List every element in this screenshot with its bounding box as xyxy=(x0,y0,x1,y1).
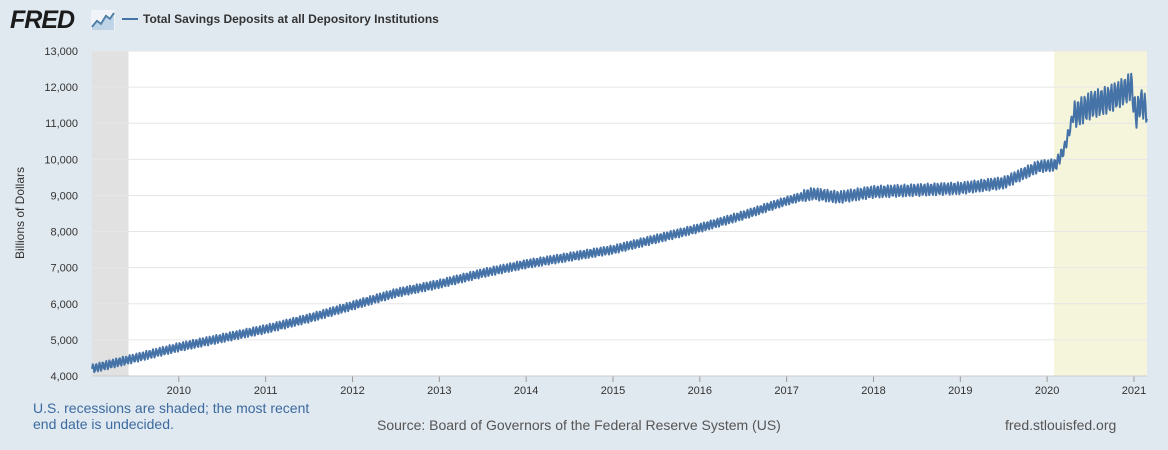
line-chart: 4,000 5,000 6,000 7,000 8,000 9,000 10,000 11,0… xyxy=(13,46,1148,397)
y-tick-label: 6,000 xyxy=(50,299,78,311)
recession-note: U.S. recessions are shaded; the most rec… xyxy=(33,400,310,432)
y-tick-label: 5,000 xyxy=(50,335,78,347)
plot-background xyxy=(92,51,1147,376)
line-chart-icon xyxy=(91,10,115,30)
fred-logo[interactable]: FRED xyxy=(10,6,75,34)
x-tick-label: 2017 xyxy=(774,385,798,397)
source-text: Source: Board of Governors of the Federa… xyxy=(377,417,781,433)
x-tick-label: 2015 xyxy=(601,385,625,397)
legend-swatch xyxy=(122,18,138,20)
y-tick-label: 10,000 xyxy=(44,154,78,166)
y-axis-label: Billions of Dollars xyxy=(13,167,27,259)
x-tick-label: 2016 xyxy=(688,385,712,397)
y-tick-label: 7,000 xyxy=(50,263,78,275)
chart-legend: Total Savings Deposits at all Depository… xyxy=(122,12,439,26)
series-line xyxy=(91,72,1148,374)
y-tick-label: 12,000 xyxy=(44,82,78,94)
x-tick-label: 2018 xyxy=(861,385,885,397)
x-tick-label: 2019 xyxy=(948,385,972,397)
x-tick-label: 2020 xyxy=(1035,385,1059,397)
x-tick-label: 2014 xyxy=(514,385,538,397)
x-tick-label: 2021 xyxy=(1122,385,1146,397)
y-tick-label: 13,000 xyxy=(44,46,78,58)
chart-header: FRED Total Savings Deposits at all Depos… xyxy=(0,0,1168,40)
y-tick-label: 9,000 xyxy=(50,190,78,202)
source-url-link[interactable]: fred.stlouisfed.org xyxy=(1005,417,1117,433)
y-tick-label: 4,000 xyxy=(50,371,78,383)
x-tick-label: 2012 xyxy=(340,385,364,397)
legend-label: Total Savings Deposits at all Depository… xyxy=(143,12,439,26)
recession-shade-1 xyxy=(92,51,129,376)
y-tick-label: 11,000 xyxy=(45,118,78,130)
x-tick-label: 2011 xyxy=(254,385,278,397)
plot-area: 4,000 5,000 6,000 7,000 8,000 9,000 10,000 11,0… xyxy=(44,46,1148,397)
y-tick-label: 8,000 xyxy=(50,227,78,239)
x-tick-label: 2013 xyxy=(427,385,451,397)
x-tick-label: 2010 xyxy=(167,385,191,397)
